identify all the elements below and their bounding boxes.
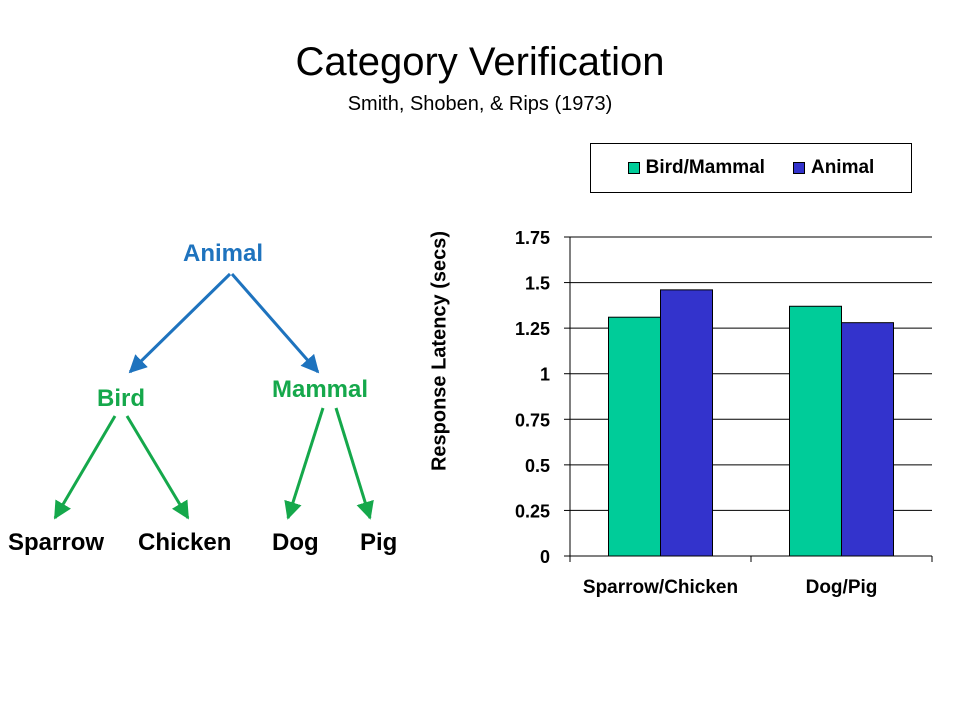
hierarchy-arrows <box>53 272 374 520</box>
legend-swatch-bird-mammal <box>627 162 640 174</box>
chart-legend: Bird/Mammal Animal <box>590 143 912 193</box>
y-tick-label: 1.75 <box>515 228 550 248</box>
tree-node-mammal: Mammal <box>272 376 369 403</box>
legend-label-animal: Animal <box>810 157 875 178</box>
legend-item-bird-mammal: Bird/Mammal <box>627 157 765 179</box>
y-tick-label: 0 <box>540 547 550 567</box>
tree-node-animal: Animal <box>183 240 264 267</box>
y-tick-label: 1.25 <box>515 319 550 339</box>
tree-leaf-chicken: Chicken <box>138 529 232 556</box>
y-tick-label: 1.5 <box>525 274 550 294</box>
y-tick-label: 0.75 <box>515 410 550 430</box>
legend-label-bird-mammal: Bird/Mammal <box>645 157 765 178</box>
arrow-mammal-pig <box>334 407 374 520</box>
y-tick-label: 0.5 <box>525 456 550 476</box>
x-tick-label: Dog/Pig <box>806 577 878 598</box>
bar <box>841 322 894 557</box>
bar <box>660 289 713 557</box>
tree-node-bird: Bird <box>97 385 145 412</box>
tree-leaf-dog: Dog <box>272 529 319 556</box>
bar <box>608 316 661 557</box>
legend-item-animal: Animal <box>792 157 875 179</box>
slide-subtitle: Smith, Shoben, & Rips (1973) <box>347 93 613 115</box>
bar <box>789 305 842 557</box>
arrow-animal-mammal <box>230 273 320 374</box>
tree-leaf-pig: Pig <box>360 529 398 556</box>
y-tick-label: 0.25 <box>515 501 550 521</box>
arrow-bird-sparrow <box>53 415 117 520</box>
tree-leaf-sparrow: Sparrow <box>8 529 105 556</box>
y-tick-label: 1 <box>540 365 550 385</box>
arrow-animal-bird <box>128 272 232 374</box>
arrow-bird-chicken <box>125 415 190 520</box>
x-tick-label: Sparrow/Chicken <box>583 577 738 598</box>
legend-swatch-animal <box>792 162 805 174</box>
arrow-mammal-dog <box>284 407 325 520</box>
slide-title: Category Verification <box>295 40 665 84</box>
